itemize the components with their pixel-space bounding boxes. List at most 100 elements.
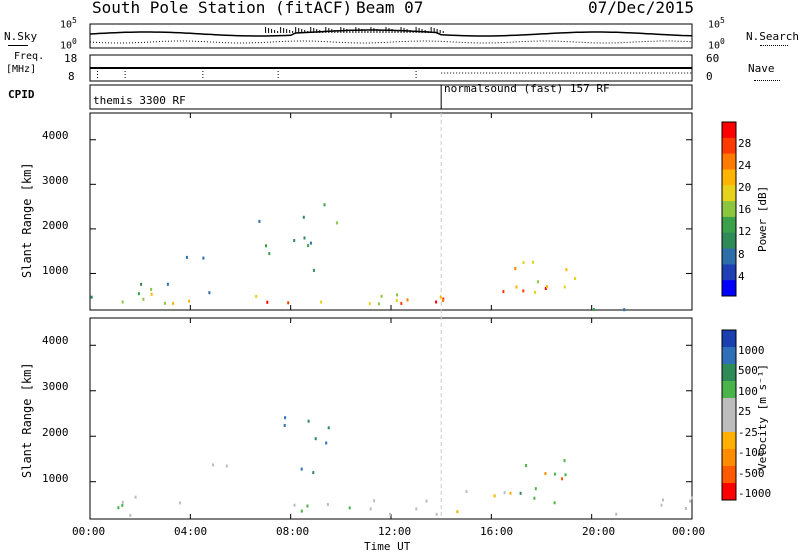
velocity-colorbar-swatch <box>722 347 736 365</box>
data-cell <box>302 215 305 219</box>
cpid-segment-1: themis 3300 RF <box>93 94 186 107</box>
nsky-label: N.Sky <box>4 30 38 43</box>
nave-label: Nave <box>748 62 775 75</box>
vel-cb-tick-25: 25 <box>738 405 752 418</box>
velocity-ytick-1000: 1000 <box>42 472 69 485</box>
data-cell <box>565 268 568 272</box>
data-cell <box>522 261 525 265</box>
data-cell <box>514 267 517 271</box>
data-cell <box>312 268 315 272</box>
vel-cb-tick-500: 500 <box>738 364 758 377</box>
data-cell <box>121 300 124 304</box>
data-cell <box>90 295 93 299</box>
data-cell <box>684 507 687 510</box>
station-title: South Pole Station (fitACF) <box>92 0 353 17</box>
data-cell <box>307 244 310 248</box>
xtick-6: 00:00 <box>672 525 706 538</box>
noise-tick-left-top: 105 <box>60 16 77 31</box>
data-cell <box>179 501 182 505</box>
vel-cb-tick-m100: -100 <box>738 446 765 459</box>
data-cell <box>258 219 261 223</box>
power-cb-tick-4: 4 <box>738 270 745 283</box>
data-cell <box>150 292 153 296</box>
xaxis-label: Time UT <box>364 540 411 553</box>
vel-cb-tick-m1000: -1000 <box>738 487 772 500</box>
data-cell <box>137 292 140 296</box>
data-cell <box>140 282 143 286</box>
data-cell <box>389 512 392 516</box>
cpid-panel-frame <box>89 84 693 110</box>
power-colorbar-frame <box>721 121 737 297</box>
data-cell <box>536 280 539 284</box>
data-cell <box>415 507 418 511</box>
velocity-colorbar-swatch <box>722 381 736 399</box>
data-cell <box>377 302 380 306</box>
power-colorbar-swatch <box>722 232 736 249</box>
vel-cb-tick-1000: 1000 <box>738 344 765 357</box>
power-colorbar-swatch <box>722 185 736 202</box>
xtick-4: 16:00 <box>480 525 514 538</box>
nsearch-label: N.Search <box>746 30 799 43</box>
data-cell <box>307 419 310 423</box>
data-cell <box>623 308 626 312</box>
data-cell <box>503 491 506 495</box>
data-cell <box>325 441 328 445</box>
power-colorbar-swatch <box>722 264 736 281</box>
data-cell <box>166 282 169 286</box>
data-cell <box>163 301 166 305</box>
data-cell <box>515 285 518 289</box>
vel-cb-tick-m500: -500 <box>738 467 765 480</box>
power-ytick-1000: 1000 <box>42 264 69 277</box>
data-cell <box>320 300 323 304</box>
power-colorbar-swatch <box>722 280 736 297</box>
power-colorbar-swatch <box>722 201 736 218</box>
data-cell <box>509 491 512 495</box>
data-cell <box>284 416 287 420</box>
data-cell <box>689 499 692 503</box>
noise-tick-right-top: 105 <box>708 16 725 31</box>
data-cell <box>561 477 563 481</box>
freq-tick-top: 18 <box>64 52 78 65</box>
data-cell <box>283 424 286 427</box>
data-cell <box>208 291 211 295</box>
power-cb-tick-16: 16 <box>738 203 752 216</box>
nsky-line <box>89 29 693 37</box>
data-cell <box>519 491 522 495</box>
data-cell <box>406 298 409 302</box>
data-cell <box>660 503 663 507</box>
data-cell <box>574 277 577 280</box>
data-cell <box>544 472 547 476</box>
data-cell <box>117 506 120 510</box>
power-heatmap <box>90 203 626 312</box>
velocity-colorbar-swatch <box>722 415 736 433</box>
data-cell <box>502 290 505 293</box>
data-cell <box>534 487 537 491</box>
data-cell <box>142 297 145 301</box>
freq-label-line2: [MHz] <box>6 64 37 75</box>
data-cell <box>335 221 338 225</box>
data-cell <box>400 301 403 305</box>
data-cell <box>534 290 537 294</box>
data-cell <box>287 301 290 305</box>
power-cb-tick-28: 28 <box>738 137 752 150</box>
data-cell <box>441 299 444 302</box>
data-cell <box>266 300 269 304</box>
data-cell <box>303 236 306 240</box>
data-cell <box>544 287 547 290</box>
data-cell <box>314 437 317 441</box>
data-cell <box>134 495 137 499</box>
data-cell <box>533 496 536 500</box>
data-cell <box>435 300 438 304</box>
date-title: 07/Dec/2015 <box>588 0 694 17</box>
power-panel-frame <box>89 112 693 311</box>
power-ytick-3000: 3000 <box>42 174 69 187</box>
data-cell <box>172 301 175 305</box>
data-cell <box>323 203 326 207</box>
data-cell <box>255 294 258 298</box>
velocity-ytick-2000: 2000 <box>42 426 69 439</box>
power-cb-tick-12: 12 <box>738 225 752 238</box>
power-cb-tick-24: 24 <box>738 159 752 172</box>
data-cell <box>129 513 132 517</box>
nave-tick-top: 60 <box>706 52 720 65</box>
